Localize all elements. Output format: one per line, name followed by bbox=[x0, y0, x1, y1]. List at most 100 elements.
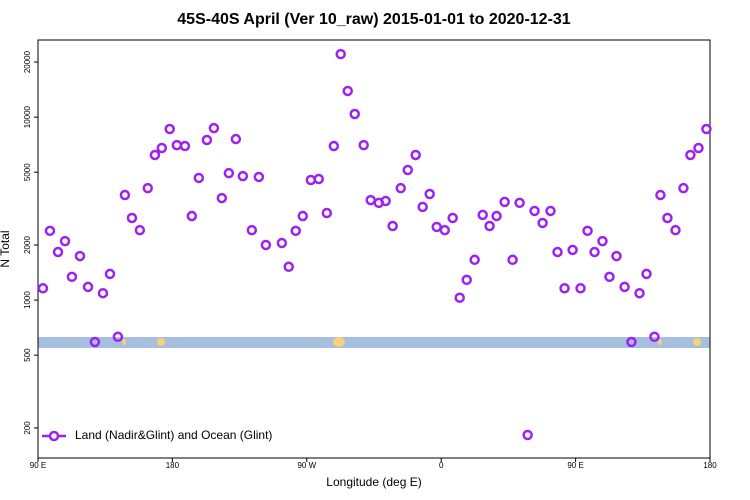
point bbox=[164, 123, 175, 135]
y-tick-label: 200 bbox=[23, 421, 32, 435]
point bbox=[611, 250, 622, 262]
point bbox=[358, 139, 369, 151]
point bbox=[313, 173, 324, 185]
point bbox=[604, 271, 615, 283]
map-strip bbox=[38, 337, 710, 348]
point bbox=[597, 235, 608, 247]
y-tick-label: 1000 bbox=[23, 291, 32, 309]
land bbox=[658, 339, 662, 345]
y-tick-label: 2000 bbox=[23, 236, 32, 254]
point bbox=[649, 331, 660, 343]
point bbox=[349, 108, 360, 120]
point bbox=[439, 224, 451, 236]
legend-marker bbox=[48, 430, 60, 442]
x-tick-label: 180 bbox=[703, 461, 717, 470]
point bbox=[402, 164, 413, 176]
point bbox=[66, 271, 78, 283]
x-tick-label: 90 E bbox=[567, 461, 583, 470]
point bbox=[74, 250, 86, 262]
point bbox=[89, 336, 101, 348]
y-tick-label: 10000 bbox=[23, 105, 32, 128]
point bbox=[321, 207, 333, 219]
plot-frame bbox=[37, 39, 711, 459]
point bbox=[491, 210, 502, 222]
point bbox=[297, 210, 309, 222]
point bbox=[431, 221, 442, 233]
point bbox=[104, 268, 116, 280]
x-tick-label: 180 bbox=[166, 461, 180, 470]
point bbox=[201, 134, 213, 146]
point bbox=[447, 212, 458, 224]
y-tick-label: 5000 bbox=[23, 163, 32, 181]
point bbox=[552, 246, 563, 258]
point bbox=[626, 336, 637, 348]
point bbox=[537, 217, 548, 229]
point bbox=[582, 225, 593, 237]
point bbox=[678, 182, 689, 194]
point bbox=[156, 142, 168, 154]
point bbox=[342, 85, 353, 97]
point bbox=[208, 122, 220, 134]
point bbox=[230, 133, 242, 145]
point bbox=[693, 142, 704, 154]
point bbox=[216, 192, 228, 204]
land bbox=[122, 339, 126, 345]
point bbox=[655, 189, 666, 201]
point bbox=[290, 225, 301, 237]
point bbox=[461, 274, 472, 286]
y-axis-label: N Total bbox=[0, 230, 12, 267]
point bbox=[567, 244, 578, 256]
point bbox=[575, 283, 586, 294]
x-axis-label: Longitude (deg E) bbox=[326, 475, 421, 489]
point bbox=[179, 140, 191, 152]
point bbox=[417, 201, 428, 213]
point bbox=[276, 237, 288, 249]
point bbox=[484, 220, 495, 232]
chart-title: 45S-40S April (Ver 10_raw) 2015-01-01 to… bbox=[177, 11, 571, 28]
point bbox=[142, 182, 154, 194]
point bbox=[365, 194, 376, 206]
point bbox=[670, 224, 681, 236]
point bbox=[514, 197, 525, 209]
point bbox=[59, 235, 71, 247]
point bbox=[662, 212, 673, 224]
point bbox=[126, 212, 138, 224]
point bbox=[328, 140, 340, 152]
point bbox=[701, 123, 712, 135]
point bbox=[545, 205, 556, 217]
x-tick-label: 0 bbox=[439, 461, 444, 470]
legend-label: Land (Nadir&Glint) and Ocean (Glint) bbox=[75, 428, 272, 442]
point bbox=[186, 210, 198, 222]
point bbox=[193, 172, 205, 184]
point bbox=[559, 283, 570, 294]
point bbox=[112, 331, 124, 343]
x-tick-label: 90 E bbox=[30, 461, 46, 470]
point bbox=[380, 195, 391, 207]
y-tick-label: 500 bbox=[23, 348, 32, 362]
point bbox=[619, 281, 630, 293]
point bbox=[253, 171, 265, 183]
x-tick-label: 90 W bbox=[297, 461, 316, 470]
point bbox=[499, 196, 510, 208]
point bbox=[237, 170, 249, 182]
land bbox=[157, 338, 165, 346]
point bbox=[454, 292, 465, 303]
land bbox=[693, 338, 701, 346]
point bbox=[44, 225, 56, 237]
point bbox=[410, 149, 421, 161]
point bbox=[507, 254, 518, 266]
point bbox=[469, 254, 480, 266]
point bbox=[529, 205, 540, 217]
point bbox=[223, 167, 235, 179]
y-tick-label: 20000 bbox=[23, 50, 32, 73]
point bbox=[685, 149, 696, 161]
point bbox=[634, 287, 645, 299]
point bbox=[477, 209, 488, 221]
point bbox=[283, 261, 294, 273]
point bbox=[82, 281, 94, 293]
point bbox=[522, 429, 533, 441]
point bbox=[395, 182, 406, 194]
land bbox=[333, 337, 345, 347]
point bbox=[260, 239, 272, 251]
